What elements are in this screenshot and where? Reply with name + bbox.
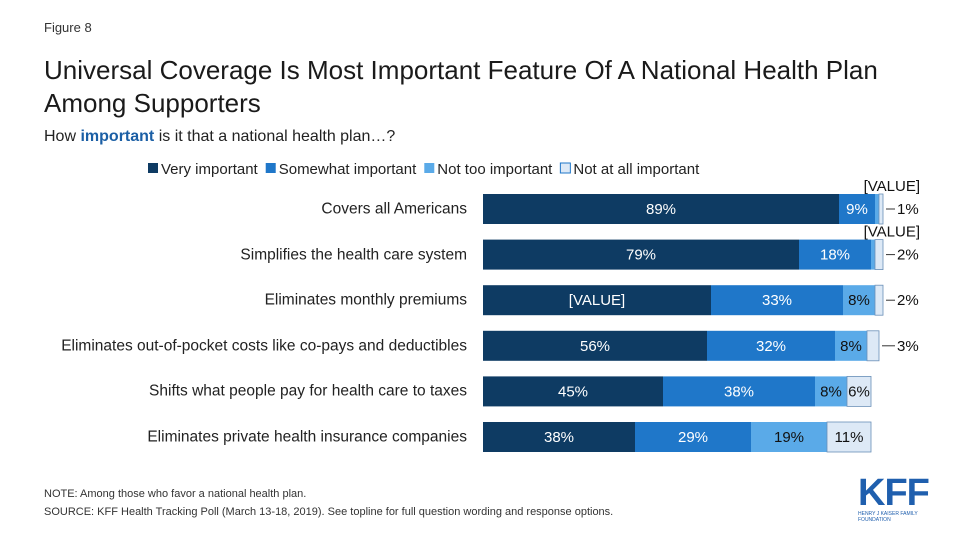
value-label: 8% xyxy=(840,338,862,355)
bar-segment xyxy=(846,375,872,407)
legend-label: Not at all important xyxy=(573,161,700,178)
note: NOTE: Among those who favor a national h… xyxy=(44,488,307,500)
subtitle-part: How xyxy=(44,128,77,145)
value-label: 8% xyxy=(848,292,870,309)
legend-label: Very important xyxy=(161,161,259,178)
value-label: [VALUE] xyxy=(864,178,920,195)
bar-segment xyxy=(635,422,751,452)
category-label: Eliminates monthly premiums xyxy=(264,291,467,309)
bar-segment xyxy=(663,376,815,407)
value-label: [VALUE] xyxy=(569,292,625,309)
bar-segment xyxy=(711,285,843,316)
bar-segment xyxy=(866,330,880,362)
value-label: 18% xyxy=(820,247,850,264)
value-label: 56% xyxy=(580,338,610,355)
value-label: 38% xyxy=(544,429,574,446)
bar-segment xyxy=(874,239,884,271)
value-label: 33% xyxy=(762,292,792,309)
bar-segment xyxy=(874,284,884,316)
subtitle-emphasis: important xyxy=(80,128,155,145)
bar-segment xyxy=(815,376,847,407)
bar-segment xyxy=(835,330,867,361)
value-label: 2% xyxy=(897,292,919,309)
source: SOURCE: KFF Health Tracking Poll (March … xyxy=(44,506,614,518)
bar-segment xyxy=(483,422,635,452)
chart-title: Universal Coverage Is Most Important Fea… xyxy=(44,55,878,118)
logo: KFF xyxy=(858,472,930,514)
value-label: [VALUE] xyxy=(864,224,920,241)
value-label: 79% xyxy=(626,247,656,264)
category-label: Simplifies the health care system xyxy=(240,246,467,264)
value-label: 1% xyxy=(897,201,919,218)
category-label: Covers all Americans xyxy=(321,200,467,218)
subtitle: How important is it that a national heal… xyxy=(44,128,395,146)
value-label: 9% xyxy=(846,201,868,218)
bar-segment xyxy=(839,194,875,224)
bar-segment xyxy=(871,239,875,270)
value-label: 6% xyxy=(848,383,870,400)
value-label: 2% xyxy=(897,247,919,264)
legend-swatch xyxy=(265,163,276,173)
category-label: Eliminates private health insurance comp… xyxy=(147,428,467,446)
value-label: 89% xyxy=(646,201,676,218)
category-label: Eliminates out-of-pocket costs like co-p… xyxy=(61,337,467,355)
category-label: Shifts what people pay for health care t… xyxy=(149,382,467,400)
legend-label: Somewhat important xyxy=(279,161,417,178)
figure-label: Figure 8 xyxy=(44,20,92,35)
bar-segment xyxy=(826,421,872,453)
legend-swatch xyxy=(424,163,435,173)
bar-segment xyxy=(483,239,799,270)
bar-segment xyxy=(483,285,711,316)
value-label: 3% xyxy=(897,338,919,355)
value-label: 32% xyxy=(756,338,786,355)
legend-swatch xyxy=(559,162,571,174)
legend-swatch xyxy=(148,163,158,173)
bar-segment xyxy=(875,194,879,224)
bar-segment xyxy=(483,330,707,361)
bar-segment xyxy=(878,193,884,225)
bar-segment xyxy=(483,376,663,407)
value-label: 38% xyxy=(724,383,754,400)
value-label: 19% xyxy=(774,429,804,446)
logo-subtitle: HENRY J KAISER FAMILY FOUNDATION xyxy=(858,511,918,523)
value-label: 8% xyxy=(820,383,842,400)
bar-segment xyxy=(483,194,839,224)
subtitle-part: is it that a national health plan…? xyxy=(158,128,396,145)
bar-segment xyxy=(707,330,835,361)
bar-segment xyxy=(751,422,827,452)
bar-segment xyxy=(799,239,871,270)
value-label: 45% xyxy=(558,383,588,400)
legend-label: Not too important xyxy=(437,161,553,178)
value-label: 11% xyxy=(835,429,864,446)
value-label: 29% xyxy=(678,429,708,446)
bar-segment xyxy=(843,285,875,316)
